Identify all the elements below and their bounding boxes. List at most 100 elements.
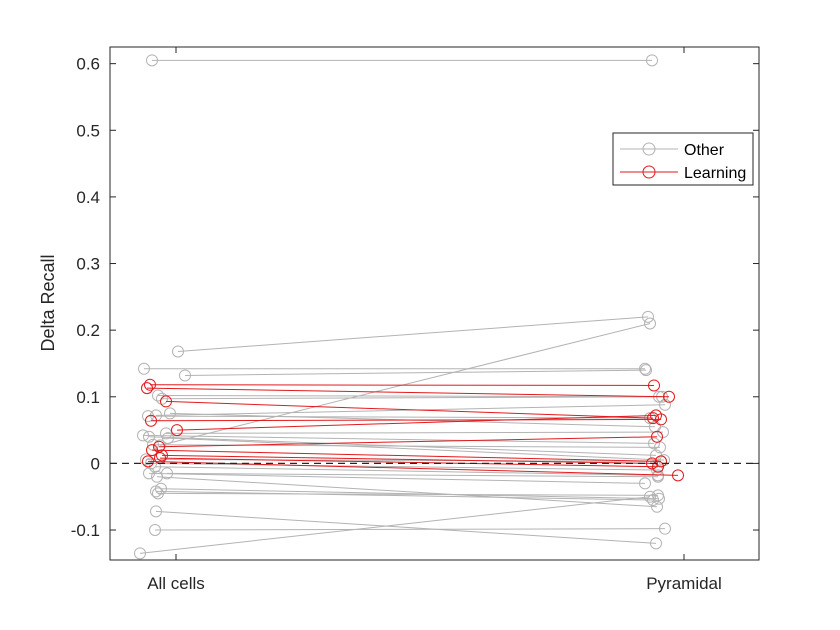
point-all-cells: [156, 449, 168, 462]
point-pyramidal: [651, 430, 663, 443]
series-learning-29: [160, 395, 659, 425]
point-pyramidal: [642, 310, 654, 323]
point-all-cells: [156, 392, 168, 405]
series-line: [149, 384, 655, 386]
series-line: [142, 434, 655, 444]
series-learning-31: [171, 409, 662, 437]
series-line: [159, 323, 651, 446]
legend-marker-other: [642, 142, 656, 156]
legend-label-learning: Learning: [684, 165, 746, 182]
series-other-23: [150, 485, 659, 507]
point-pyramidal: [650, 409, 662, 422]
plot-frame: [109, 46, 760, 561]
x-tick-label: Pyramidal: [646, 574, 722, 593]
series-line: [154, 528, 666, 531]
point-pyramidal: [648, 437, 660, 450]
series-line: [166, 472, 659, 478]
series-line: [148, 472, 646, 484]
point-all-cells: [145, 457, 157, 470]
series-learning-27: [144, 378, 660, 392]
x-axis: All cells Pyramidal: [147, 47, 722, 593]
series-line: [156, 476, 658, 508]
plot-background: [110, 47, 759, 560]
series-line: [184, 369, 647, 376]
y-tick-label: 0.2: [76, 321, 100, 340]
series-other-2: [172, 310, 654, 358]
point-all-cells: [146, 54, 158, 67]
y-tick-label: 0.1: [76, 388, 100, 407]
y-tick-label: 0.5: [76, 121, 100, 140]
point-pyramidal: [652, 460, 664, 473]
point-all-cells: [138, 362, 150, 375]
point-all-cells: [137, 429, 149, 442]
point-all-cells: [160, 395, 172, 408]
y-axis: -0.1 0 0.1 0.2 0.3 0.4 0.5 0.6: [71, 55, 759, 540]
point-all-cells: [164, 407, 176, 420]
series-line: [167, 437, 665, 461]
point-pyramidal: [659, 398, 671, 411]
series-learning-34: [156, 449, 658, 470]
point-pyramidal: [644, 490, 656, 503]
point-all-cells: [144, 378, 156, 391]
point-all-cells: [150, 485, 162, 498]
point-all-cells: [143, 430, 155, 443]
point-pyramidal: [659, 522, 671, 535]
series-line: [161, 454, 653, 464]
point-pyramidal: [647, 412, 659, 425]
point-all-cells: [150, 505, 162, 518]
series-line: [176, 414, 657, 431]
point-all-cells: [172, 345, 184, 358]
series-line: [155, 510, 657, 544]
series-other-18: [143, 467, 651, 490]
point-pyramidal: [644, 317, 656, 330]
point-pyramidal: [652, 470, 664, 483]
y-tick-label: -0.1: [71, 521, 100, 540]
series-learning-28: [141, 382, 675, 403]
series-other-26: [134, 490, 656, 560]
x-tick-label: All cells: [147, 574, 205, 593]
point-pyramidal: [657, 426, 669, 439]
series-line: [177, 316, 649, 352]
series-line: [157, 492, 659, 496]
series-line: [146, 387, 670, 398]
point-pyramidal: [640, 364, 652, 377]
point-all-cells: [143, 467, 155, 480]
series-line: [158, 436, 658, 448]
point-pyramidal: [639, 362, 651, 375]
point-all-cells: [134, 547, 146, 560]
series-line: [165, 400, 654, 419]
point-all-cells: [145, 414, 157, 427]
point-pyramidal: [646, 457, 658, 470]
point-pyramidal: [663, 390, 675, 403]
series-line: [160, 488, 660, 500]
point-all-cells: [141, 382, 153, 395]
series-line: [155, 490, 654, 501]
series-line: [151, 449, 662, 462]
series-layer: [134, 54, 684, 560]
point-all-cells: [162, 432, 174, 445]
y-tick-label: 0.4: [76, 188, 100, 207]
series-line: [161, 396, 663, 400]
point-all-cells: [171, 424, 183, 437]
series-other-0: [146, 54, 658, 67]
series-line: [157, 394, 660, 398]
point-all-cells: [151, 470, 163, 483]
series-line: [159, 457, 659, 468]
y-tick-label: 0.3: [76, 255, 100, 274]
y-axis-label: Delta Recall: [38, 254, 58, 351]
point-pyramidal: [639, 477, 651, 490]
point-pyramidal: [672, 469, 684, 482]
series-other-19: [161, 467, 664, 483]
series-other-1: [138, 362, 651, 375]
legend-label-other: Other: [684, 142, 725, 159]
series-line: [150, 418, 662, 422]
point-all-cells: [142, 455, 154, 468]
point-all-cells: [152, 487, 164, 500]
series-line: [165, 431, 664, 434]
series-other-11: [137, 429, 660, 450]
legend-box: [612, 132, 754, 186]
point-pyramidal: [648, 379, 660, 392]
point-pyramidal: [650, 537, 662, 550]
legend: Other Learning: [612, 132, 754, 186]
